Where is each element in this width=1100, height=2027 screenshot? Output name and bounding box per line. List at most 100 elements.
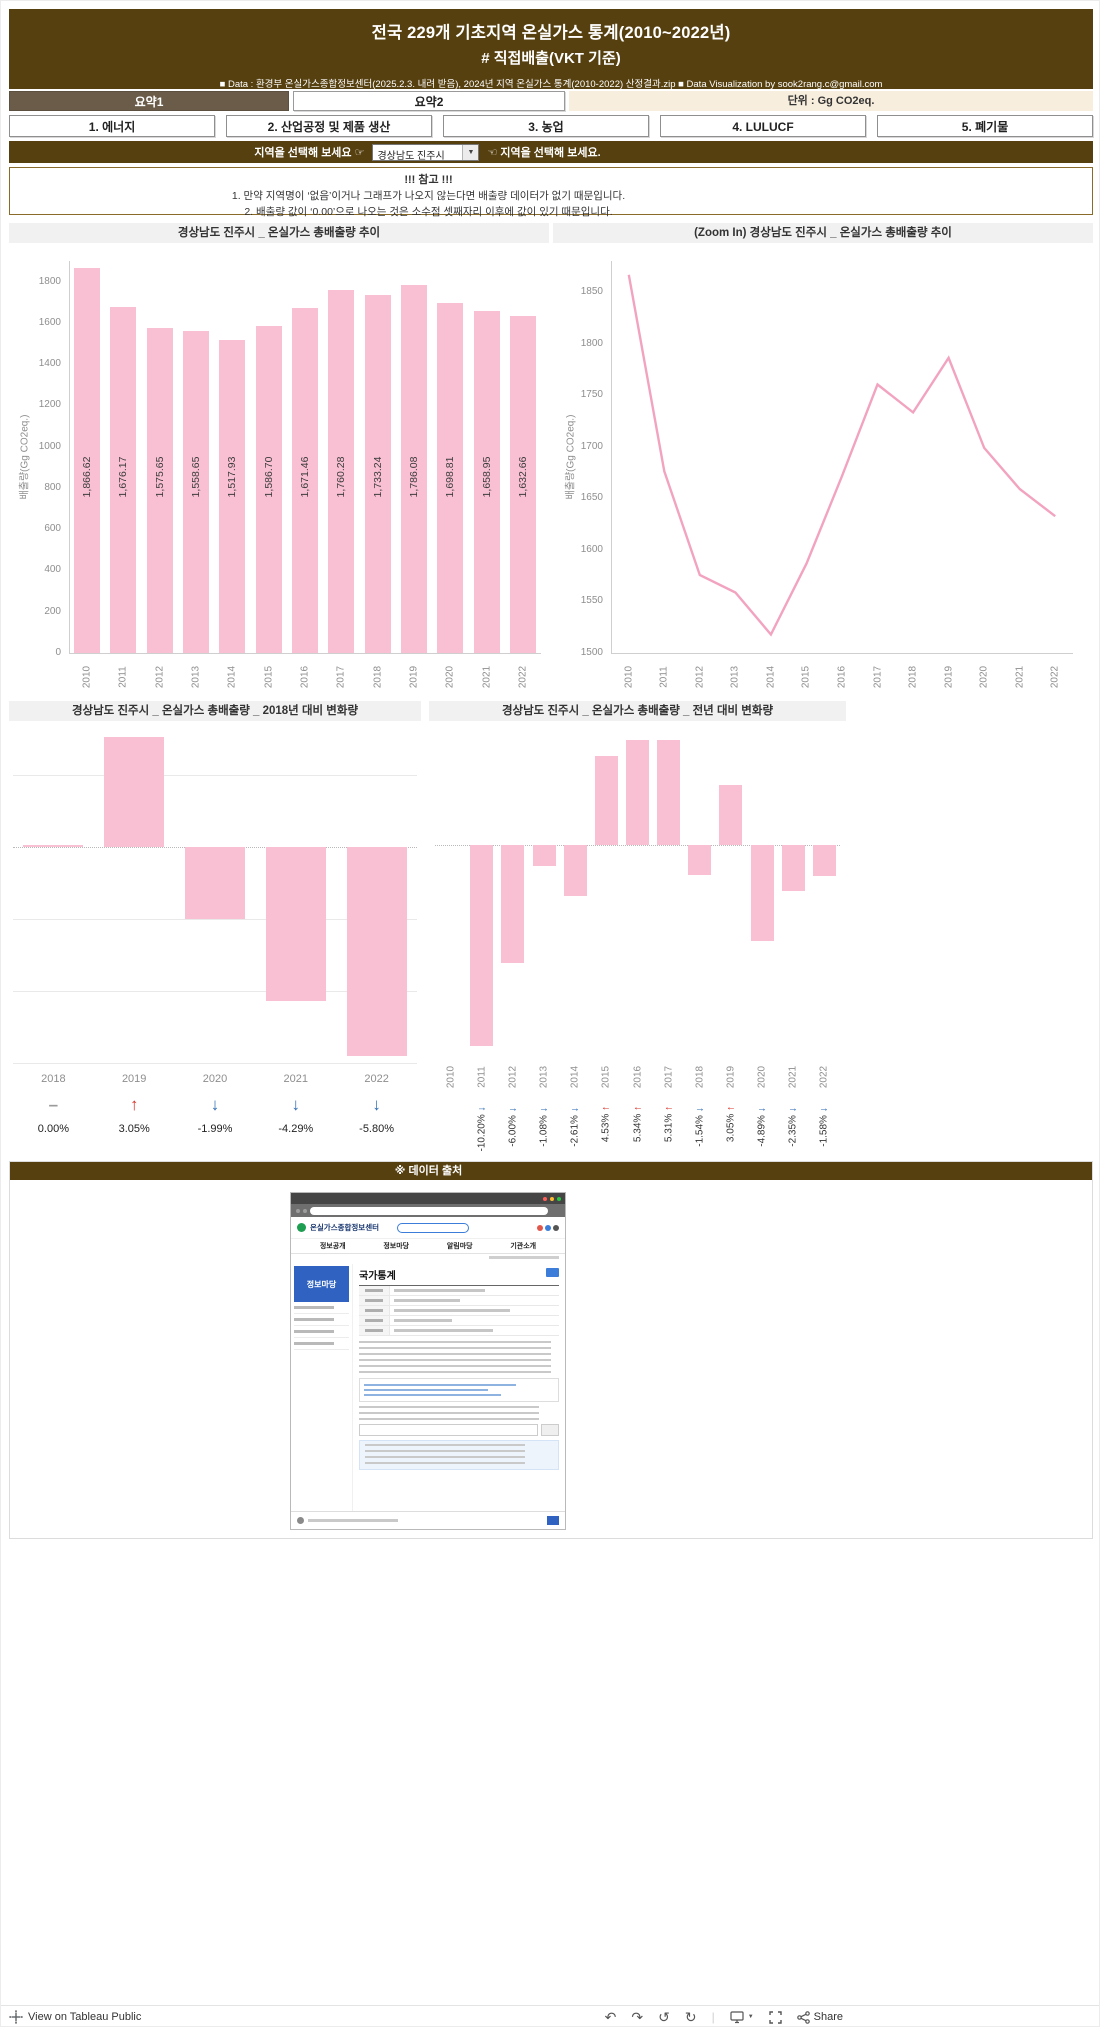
x-tick-label: 2021 <box>481 665 493 689</box>
site-comment-field <box>359 1423 538 1436</box>
notice-line2: 2. 배출량 값이 ‘0.00’으로 나오는 것은 소수점 셋째자리 이후에 값… <box>244 206 613 218</box>
site-detail-table <box>359 1285 559 1336</box>
bar-value-label: 1,866.62 <box>81 456 94 498</box>
x-tick-label: 2016 <box>632 1065 643 1089</box>
x-tick-label: 2010 <box>445 1065 457 1089</box>
site-sidebar: 정보마당 <box>291 1264 353 1515</box>
tab-lulucf[interactable]: 4. LULUCF <box>660 115 866 137</box>
device-preview-icon[interactable]: ▼ <box>730 2010 754 2024</box>
tab-summary2[interactable]: 요약2 <box>293 91 565 111</box>
gridline <box>13 1063 417 1064</box>
undo-icon[interactable]: ↶ <box>604 2009 617 2025</box>
bar-2019[interactable] <box>719 784 743 845</box>
bar-2019[interactable] <box>104 737 165 847</box>
bar-value-label: 1,575.65 <box>153 456 166 498</box>
bar-2016[interactable] <box>626 739 649 845</box>
y-axis-title: 배출량(Gg CO2eq.) <box>565 414 577 500</box>
site-footer-logo <box>297 1517 304 1524</box>
fullscreen-icon[interactable] <box>768 2010 782 2024</box>
gridline <box>13 775 417 776</box>
chart-yoy-change: 경상남도 진주시 _ 온실가스 총배출량 _ 전년 대비 변화량 2010 201… <box>429 701 846 1153</box>
x-tick-label: 2016 <box>299 665 311 689</box>
bar-2011[interactable] <box>470 845 494 1046</box>
bar-2014[interactable] <box>563 845 587 897</box>
chart1-title: 경상남도 진주시 _ 온실가스 총배출량 추이 <box>9 223 549 243</box>
share-button[interactable]: Share <box>796 2010 843 2024</box>
sidebar-menu-item <box>294 1302 349 1314</box>
x-tick-label: 2020 <box>444 665 456 689</box>
y-tick-label: 1800 <box>38 275 61 287</box>
bar-2017[interactable] <box>328 289 355 653</box>
gridline <box>13 919 417 920</box>
y-tick-label: 1400 <box>38 358 61 370</box>
bar-value-label: 1,786.08 <box>407 456 420 498</box>
notice-title: !!! 참고 !!! <box>404 174 453 186</box>
bar-value-label: 1,632.66 <box>516 456 529 498</box>
bar-2022[interactable] <box>346 847 407 1056</box>
bar-2021[interactable] <box>265 847 326 1002</box>
y-tick-label: 1850 <box>580 285 603 297</box>
tab-summary1[interactable]: 요약1 <box>9 91 289 111</box>
bar-2020[interactable] <box>185 847 245 919</box>
bar-2021[interactable] <box>473 310 500 653</box>
browser-addressbar <box>291 1204 565 1217</box>
tab-industry[interactable]: 2. 산업공정 및 제품 생산 <box>226 115 432 137</box>
region-dropdown[interactable]: 경상남도 진주시 ▼ <box>372 143 480 161</box>
change-arrow-icon: ↓ <box>291 1095 301 1114</box>
bar-2012[interactable] <box>501 845 525 964</box>
redo-icon[interactable]: ↷ <box>631 2009 644 2025</box>
bar-2022[interactable] <box>509 316 536 653</box>
tab-energy[interactable]: 1. 에너지 <box>9 115 215 137</box>
bar-2015[interactable] <box>255 325 282 653</box>
region-selector-bar: 지역을 선택해 보세요 ☞ 경상남도 진주시 ▼ ☜ 지역을 선택해 보세요. <box>9 141 1093 163</box>
bar-2013[interactable] <box>532 845 556 867</box>
tab-waste[interactable]: 5. 폐기물 <box>877 115 1093 137</box>
bar-2012[interactable] <box>146 327 173 653</box>
bar-2010[interactable] <box>74 267 101 653</box>
x-axis-line <box>69 653 541 654</box>
bar-2015[interactable] <box>594 755 618 845</box>
chevron-down-icon[interactable]: ▼ <box>462 144 479 160</box>
site-search-box <box>397 1222 469 1233</box>
chart-change-vs-2018: 경상남도 진주시 _ 온실가스 총배출량 _ 2018년 대비 변화량 2018… <box>9 701 421 1153</box>
bar-2018[interactable] <box>688 845 712 876</box>
bar-value-label: 1,586.70 <box>262 456 275 498</box>
view-on-tableau-public-link[interactable]: View on Tableau Public <box>9 2010 141 2024</box>
url-field <box>310 1206 548 1215</box>
bar-2020[interactable] <box>750 845 774 942</box>
x-tick-label: 2017 <box>663 1065 675 1089</box>
reset-icon[interactable]: ↺ <box>658 2009 670 2025</box>
y-tick-label: 800 <box>44 481 61 493</box>
bar-2013[interactable] <box>183 331 210 653</box>
bar-value-label: 1,676.17 <box>117 456 130 498</box>
down-arrow-icon: ↓ <box>787 1106 799 1112</box>
site-footer <box>291 1511 565 1529</box>
x-tick-label: 2018 <box>694 1065 706 1089</box>
site-attachment-box <box>359 1378 559 1402</box>
bar-2021[interactable] <box>781 845 805 892</box>
tab-agriculture[interactable]: 3. 농업 <box>443 115 649 137</box>
yoy-percent-label: -1.08% ↓ <box>538 1106 550 1147</box>
sidebar-menu-item <box>294 1338 349 1350</box>
bar-2022[interactable] <box>812 845 836 877</box>
site-utility-icons <box>537 1224 559 1231</box>
bar-2011[interactable] <box>110 307 137 653</box>
y-tick-label: 1800 <box>580 337 603 349</box>
refresh-icon[interactable]: ↻ <box>684 2009 697 2025</box>
y-tick-label: 1650 <box>580 492 603 504</box>
site-breadcrumb <box>291 1254 565 1264</box>
change-percent-label: -4.29% <box>278 1123 314 1135</box>
bar-2019[interactable] <box>400 284 427 653</box>
trend-line[interactable] <box>627 274 1056 637</box>
chart3-title: 경상남도 진주시 _ 온실가스 총배출량 _ 2018년 대비 변화량 <box>9 701 421 721</box>
y-tick-label: 600 <box>44 523 61 535</box>
bar-2018[interactable] <box>364 295 391 653</box>
sidebar-menu-item <box>294 1314 349 1326</box>
bar-2017[interactable] <box>657 740 681 845</box>
y-axis-line <box>69 261 70 653</box>
bar-2016[interactable] <box>292 308 318 653</box>
bar-2020[interactable] <box>437 302 464 653</box>
bar-2018[interactable] <box>23 845 84 847</box>
bar-2014[interactable] <box>219 339 246 653</box>
y-tick-label: 1600 <box>580 543 603 555</box>
